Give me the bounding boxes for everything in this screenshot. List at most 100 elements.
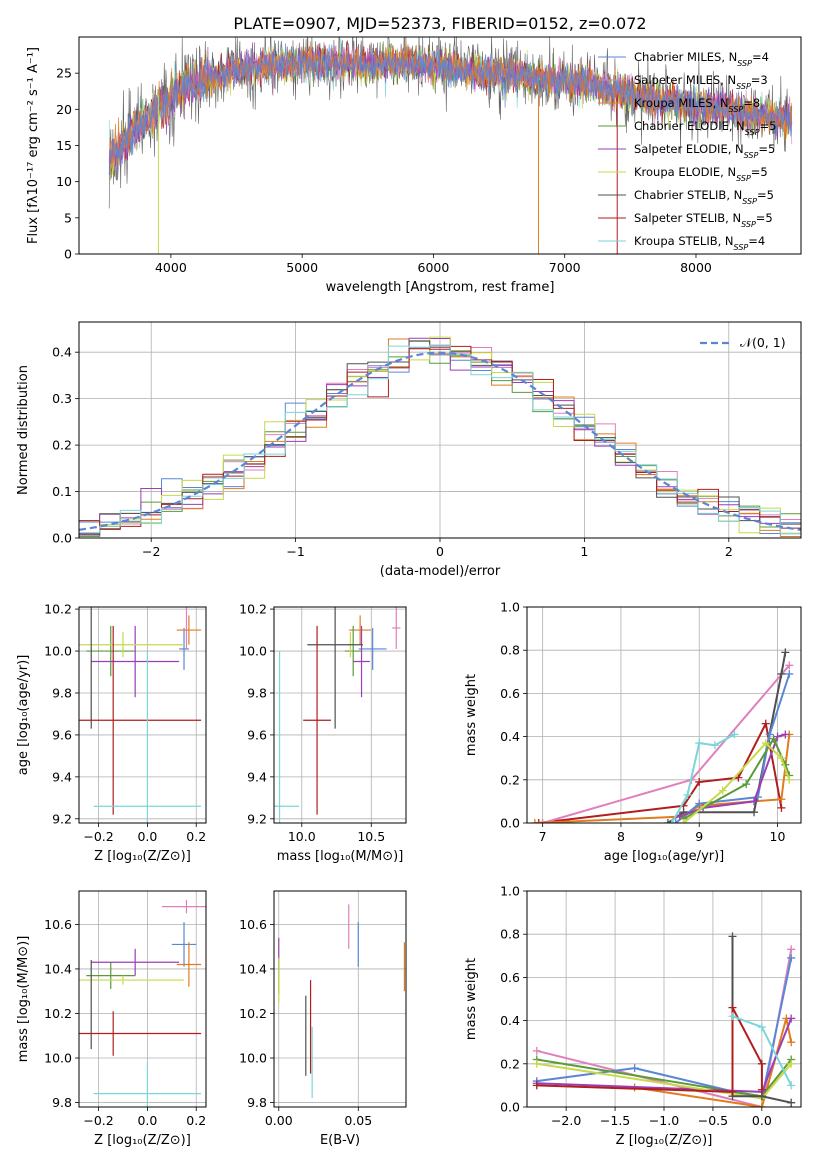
- y-tick-label: 9.8: [52, 1095, 72, 1110]
- y-tick-label: 0: [64, 247, 72, 262]
- mass-vs-ebv-panel: 0.00 0.05 9.8 10.0 10.2 10.4 10.6 E(B-V): [239, 890, 407, 1148]
- data-point: [93, 1062, 202, 1107]
- x-tick-label: −2: [142, 544, 160, 559]
- y-tick-label: 0.8: [500, 643, 520, 658]
- axes-frame: 10.0 10.5 9.2 9.4 9.6 9.8 10.0 10.2 mass [log₁₀(…: [239, 602, 407, 864]
- y-tick-label: 10.2: [44, 602, 72, 617]
- series-marker: [695, 739, 704, 748]
- series-marker: [695, 799, 704, 808]
- x-tick-label: 0.00: [265, 1113, 293, 1128]
- series-marker: [785, 669, 794, 678]
- weight-vs-metallicity-panel: −2.0 −1.5 −1.0 −0.5 0.0 0.0 0.2 0.4 0.6 0.8 1.0 Z […: [464, 884, 802, 1148]
- series-marker: [671, 819, 680, 823]
- series-marker: [538, 819, 547, 823]
- y-tick-label: 9.4: [247, 769, 267, 784]
- gaussian-curve: [79, 351, 801, 531]
- plot-area: [527, 607, 801, 823]
- data-point: [79, 1011, 202, 1056]
- x-tick-label: 8000: [680, 260, 712, 275]
- axes-border: [78, 606, 207, 824]
- x-tick-label: 7000: [549, 260, 581, 275]
- mass-vs-metallicity-panel: −0.2 0.0 0.2 9.8 10.0 10.2 10.4 10.6 Z [log₁₀(Z/…: [16, 890, 207, 1148]
- x-axis-label: Z [log₁₀(Z/Z⊙)]: [616, 1133, 713, 1148]
- axes-border: [273, 606, 407, 824]
- legend-label: Salpeter MILES, NSSP=3: [634, 73, 768, 91]
- y-tick-label: 5: [64, 210, 72, 225]
- series-marker: [710, 741, 719, 750]
- series-marker: [532, 1081, 541, 1090]
- figure-title: PLATE=0907, MJD=52373, FIBERID=0152, z=0…: [233, 14, 646, 33]
- series-marker: [757, 1103, 766, 1107]
- x-tick-label: −1.0: [649, 1113, 679, 1128]
- y-tick-label: 10.4: [44, 961, 72, 976]
- x-tick-label: 0.05: [344, 1113, 372, 1128]
- x-tick-label: −0.5: [698, 1113, 728, 1128]
- spectrum-panel: 4000 5000 6000 7000 8000 0 5 10 15 20 25 wavelength…: [26, 36, 802, 295]
- series-marker: [761, 739, 770, 748]
- x-tick-label: 6000: [418, 260, 450, 275]
- data-series: [667, 730, 739, 823]
- data-point: [91, 625, 180, 698]
- y-tick-label: 10.2: [239, 602, 267, 617]
- series-marker: [679, 819, 688, 823]
- axes-frame: −0.2 0.0 0.2 9.8 10.0 10.2 10.4 10.6 Z [log₁₀(Z/…: [16, 890, 207, 1148]
- axes-frame: 4000 5000 6000 7000 8000 0 5 10 15 20 25 wavelength…: [26, 36, 802, 295]
- y-axis-label: mass weight: [464, 958, 479, 1040]
- data-point: [171, 922, 197, 967]
- y-tick-label: 0.2: [52, 438, 72, 453]
- series-marker: [787, 953, 796, 962]
- y-axis-label: Flux [fλ10⁻¹⁷ erg cm⁻² s⁻¹ A⁻¹]: [26, 47, 41, 244]
- y-tick-label: 10.6: [44, 917, 72, 932]
- x-tick-label: −0.2: [83, 829, 113, 844]
- y-tick-label: 0.1: [52, 484, 72, 499]
- x-tick-label: 9: [695, 829, 703, 844]
- x-tick-label: 7: [539, 829, 547, 844]
- x-tick-label: −1: [286, 544, 304, 559]
- series-marker: [781, 730, 790, 739]
- x-tick-label: 0: [436, 544, 444, 559]
- series-marker: [761, 719, 770, 728]
- legend: 𝒩(0, 1): [700, 335, 786, 350]
- legend-label: Kroupa ELODIE, NSSP=5: [634, 165, 768, 183]
- y-tick-label: 0.0: [500, 816, 520, 831]
- y-tick-label: 9.4: [52, 769, 72, 784]
- y-tick-label: 1.0: [500, 600, 520, 615]
- legend-label: Chabrier MILES, NSSP=4: [634, 50, 769, 68]
- y-tick-label: 10.0: [239, 1051, 267, 1066]
- series-marker: [777, 754, 786, 763]
- series-marker: [728, 1012, 737, 1021]
- y-tick-label: 9.8: [52, 685, 72, 700]
- plot-area: [79, 607, 206, 823]
- axes-frame: −0.2 0.0 0.2 9.2 9.4 9.6 9.8 10.0 10.2 Z [log₁₀(Z…: [16, 602, 207, 864]
- y-tick-label: 10.0: [44, 644, 72, 659]
- x-axis-label: wavelength [Angstrom, rest frame]: [326, 280, 555, 295]
- plot-area: [108, 37, 793, 254]
- spectrum-line: [108, 43, 793, 175]
- legend: Chabrier MILES, NSSP=4 Salpeter MILES, NS…: [598, 50, 776, 252]
- y-axis-label: Normed distribution: [16, 365, 31, 495]
- axes-frame: 0.00 0.05 9.8 10.0 10.2 10.4 10.6 E(B-V): [239, 890, 407, 1148]
- x-tick-label: 1: [580, 544, 588, 559]
- legend-label: Salpeter ELODIE, NSSP=5: [634, 142, 775, 160]
- series-marker: [757, 1085, 766, 1094]
- series-marker: [663, 819, 672, 823]
- x-axis-label: E(B-V): [320, 1133, 360, 1148]
- series-marker: [787, 1059, 796, 1068]
- y-tick-label: 0.2: [500, 1056, 520, 1071]
- x-tick-label: −0.2: [83, 1113, 113, 1128]
- y-tick-label: 10: [56, 174, 72, 189]
- y-tick-label: 10.2: [239, 1006, 267, 1021]
- x-tick-label: 8: [617, 829, 625, 844]
- data-point: [349, 615, 372, 645]
- residuals-panel: −2 −1 0 1 2 0.0 0.1 0.2 0.3 0.4 (data-model)/error…: [16, 321, 802, 579]
- data-series: [671, 669, 794, 823]
- x-tick-label: 10.0: [288, 829, 316, 844]
- series-marker: [757, 1023, 766, 1032]
- data-point: [86, 962, 136, 989]
- series-marker: [785, 775, 794, 784]
- x-tick-label: −2.0: [551, 1113, 581, 1128]
- x-tick-label: 0.0: [137, 829, 157, 844]
- y-tick-label: 0.2: [500, 772, 520, 787]
- y-tick-label: 9.2: [247, 811, 267, 826]
- histogram-series: [79, 345, 801, 538]
